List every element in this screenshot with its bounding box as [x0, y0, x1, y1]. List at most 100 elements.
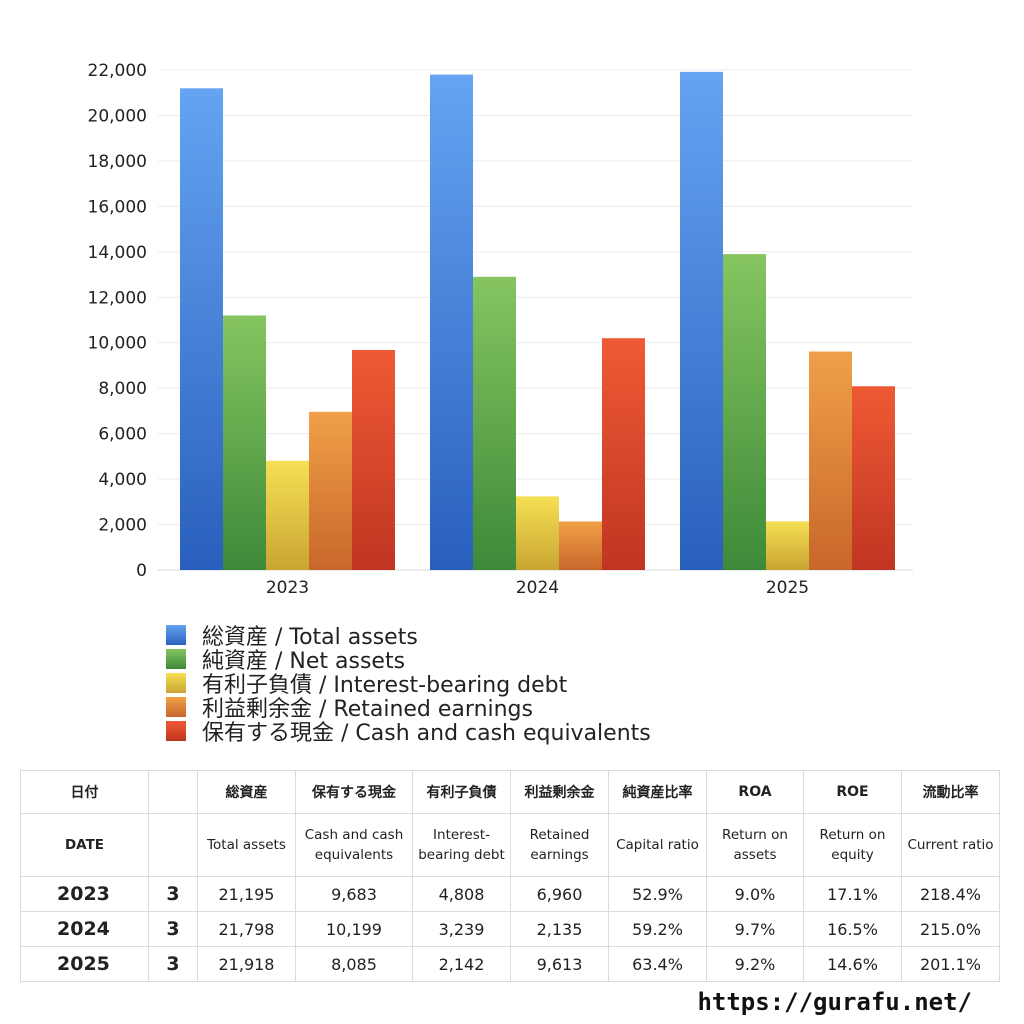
- legend-item: 有利子負債 / Interest-bearing debt: [166, 671, 651, 698]
- cell-debt: 3,239: [412, 911, 511, 947]
- header-ja-cash: 保有する現金: [295, 770, 413, 814]
- header-ja-date: 日付: [20, 770, 149, 814]
- bar-2024-series-1: [430, 74, 473, 570]
- header-en-blank: [148, 813, 198, 877]
- header-en-capital-ratio: Capital ratio: [608, 813, 707, 877]
- bar-2024-series-2: [473, 276, 516, 570]
- row-year: 2023: [20, 876, 149, 912]
- header-ja-roa: ROA: [706, 770, 804, 814]
- cell-roa: 9.0%: [706, 876, 804, 912]
- header-ja-total-assets: 総資産: [197, 770, 296, 814]
- x-tick-label: 2025: [766, 578, 809, 598]
- cell-retained: 9,613: [510, 946, 609, 982]
- bar-2023-series-2: [223, 315, 266, 570]
- cell-current-ratio: 201.1%: [901, 946, 1000, 982]
- cell-roe: 17.1%: [803, 876, 902, 912]
- bar-2025-series-4: [809, 351, 852, 570]
- bar-2024-series-3: [516, 496, 559, 570]
- y-axis-tick-labels: 0 2,000 4,000 6,000 8,000 10,000 12,000 14,000 1…: [88, 61, 147, 581]
- site-url[interactable]: https://gurafu.net/: [697, 988, 972, 1016]
- row-year: 2025: [20, 946, 149, 982]
- y-tick-label: 14,000: [88, 243, 147, 263]
- financial-summary-table: 日付 総資産 保有する現金 有利子負債 利益剰余金 純資産比率 ROA ROE …: [20, 770, 1000, 982]
- y-tick-label: 6,000: [98, 425, 147, 445]
- bar-2025-series-3: [766, 521, 809, 570]
- header-ja-roe: ROE: [803, 770, 902, 814]
- legend-swatch: [166, 649, 186, 669]
- table-header-ja: 日付 総資産 保有する現金 有利子負債 利益剰余金 純資産比率 ROA ROE …: [20, 770, 1000, 814]
- header-en-total-assets: Total assets: [197, 813, 296, 877]
- table-row: 2025 3 21,918 8,085 2,142 9,613 63.4% 9.…: [20, 946, 1000, 982]
- table-row: 2023 3 21,195 9,683 4,808 6,960 52.9% 9.…: [20, 876, 1000, 912]
- y-tick-label: 8,000: [98, 379, 147, 399]
- legend-label: 総資産 / Total assets: [202, 625, 418, 650]
- legend-label: 有利子負債 / Interest-bearing debt: [202, 673, 568, 698]
- cell-roa: 9.7%: [706, 911, 804, 947]
- cell-roe: 14.6%: [803, 946, 902, 982]
- header-ja-debt: 有利子負債: [412, 770, 511, 814]
- cell-current-ratio: 215.0%: [901, 911, 1000, 947]
- cell-capital-ratio: 59.2%: [608, 911, 707, 947]
- legend-item: 利益剰余金 / Retained earnings: [166, 695, 651, 722]
- legend-label: 純資産 / Net assets: [202, 649, 406, 674]
- header-en-retained: Retained earnings: [510, 813, 609, 877]
- row-month: 3: [148, 911, 198, 947]
- cell-debt: 4,808: [412, 876, 511, 912]
- legend-item: 保有する現金 / Cash and cash equivalents: [166, 719, 651, 746]
- header-en-date: DATE: [20, 813, 149, 877]
- bar-2023-series-1: [180, 88, 223, 570]
- legend-swatch: [166, 673, 186, 693]
- cell-total-assets: 21,195: [197, 876, 296, 912]
- cell-retained: 6,960: [510, 876, 609, 912]
- bar-2025-series-1: [680, 71, 723, 570]
- header-en-roe: Return on equity: [803, 813, 902, 877]
- y-tick-label: 4,000: [98, 470, 147, 490]
- cell-debt: 2,142: [412, 946, 511, 982]
- table-header-en: DATE Total assets Cash and cash equivale…: [20, 813, 1000, 877]
- y-tick-label: 12,000: [88, 288, 147, 308]
- bar-chart: 0 2,000 4,000 6,000 8,000 10,000 12,000 14,000 1…: [88, 61, 913, 598]
- cell-capital-ratio: 52.9%: [608, 876, 707, 912]
- header-en-debt: Interest-bearing debt: [412, 813, 511, 877]
- header-ja-retained: 利益剰余金: [510, 770, 609, 814]
- table-row: 2024 3 21,798 10,199 3,239 2,135 59.2% 9…: [20, 911, 1000, 947]
- header-en-cash: Cash and cash equivalents: [295, 813, 413, 877]
- cell-total-assets: 21,918: [197, 946, 296, 982]
- bar-2023-series-4: [309, 411, 352, 570]
- legend-item: 総資産 / Total assets: [166, 623, 651, 650]
- y-tick-label: 0: [136, 561, 147, 581]
- y-tick-label: 2,000: [98, 516, 147, 536]
- legend-swatch: [166, 625, 186, 645]
- chart-legend: 総資産 / Total assets 純資産 / Net assets 有利子負債 …: [166, 623, 651, 746]
- bar-2025-series-5: [852, 386, 895, 570]
- x-tick-label: 2024: [516, 578, 559, 598]
- row-month: 3: [148, 946, 198, 982]
- cell-retained: 2,135: [510, 911, 609, 947]
- legend-item: 純資産 / Net assets: [166, 647, 651, 674]
- header-ja-blank: [148, 770, 198, 814]
- y-tick-label: 10,000: [88, 334, 147, 354]
- bar-2024-series-4: [559, 521, 602, 570]
- cell-roa: 9.2%: [706, 946, 804, 982]
- cell-total-assets: 21,798: [197, 911, 296, 947]
- bar-2023-series-3: [266, 460, 309, 570]
- header-ja-current-ratio: 流動比率: [901, 770, 1000, 814]
- x-tick-label: 2023: [266, 578, 309, 598]
- bar-2025-series-2: [723, 254, 766, 570]
- y-tick-label: 18,000: [88, 152, 147, 172]
- y-tick-label: 22,000: [88, 61, 147, 81]
- cell-cash: 10,199: [295, 911, 413, 947]
- cell-cash: 9,683: [295, 876, 413, 912]
- cell-current-ratio: 218.4%: [901, 876, 1000, 912]
- header-en-current-ratio: Current ratio: [901, 813, 1000, 877]
- legend-label: 保有する現金 / Cash and cash equivalents: [202, 721, 651, 746]
- header-en-roa: Return on assets: [706, 813, 804, 877]
- cell-capital-ratio: 63.4%: [608, 946, 707, 982]
- cell-cash: 8,085: [295, 946, 413, 982]
- legend-label: 利益剰余金 / Retained earnings: [202, 697, 533, 722]
- y-tick-label: 16,000: [88, 197, 147, 217]
- legend-swatch: [166, 697, 186, 717]
- row-month: 3: [148, 876, 198, 912]
- row-year: 2024: [20, 911, 149, 947]
- y-tick-label: 20,000: [88, 106, 147, 126]
